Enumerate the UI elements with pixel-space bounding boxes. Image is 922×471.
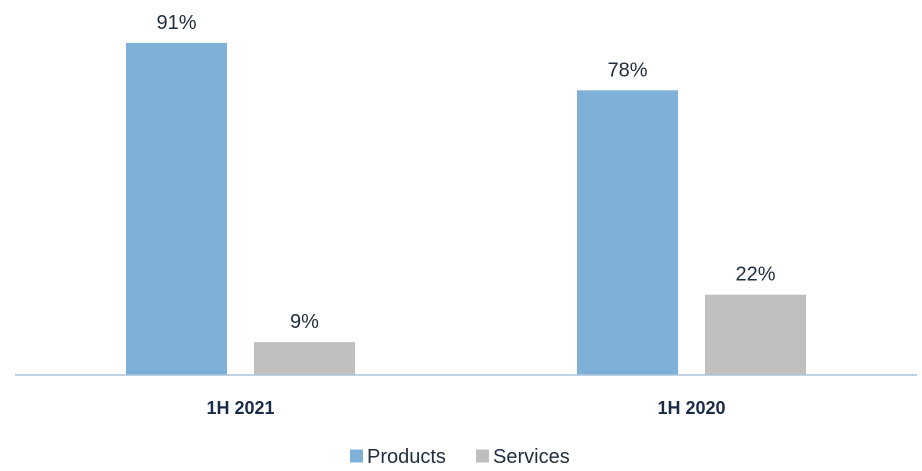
data-label-products-1h-2021: 91% <box>156 12 196 34</box>
legend: Products Services <box>350 446 570 468</box>
category-labels: 1H 2021 1H 2020 <box>206 398 725 418</box>
bars-group: 91% 9% 78% 22% <box>126 12 806 376</box>
bar-products-1h-2021 <box>126 42 227 375</box>
category-label: 1H 2020 <box>657 398 725 418</box>
bar-products-1h-2020 <box>577 90 678 376</box>
bar-services-1h-2020 <box>705 294 806 375</box>
legend-swatch-services <box>476 449 489 463</box>
legend-label-products: Products <box>367 446 446 468</box>
data-label-services-1h-2020: 22% <box>735 264 775 286</box>
data-label-services-1h-2021: 9% <box>290 311 319 333</box>
legend-swatch-products <box>350 449 363 463</box>
data-label-products-1h-2020: 78% <box>607 59 647 81</box>
category-label: 1H 2021 <box>206 398 274 418</box>
legend-label-services: Services <box>493 446 570 468</box>
bar-services-1h-2021 <box>254 342 355 375</box>
